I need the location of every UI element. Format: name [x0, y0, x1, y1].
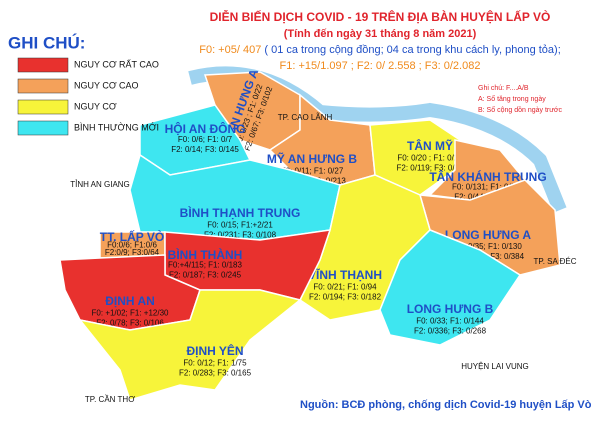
region-name: TÂN MỸ: [407, 138, 453, 153]
region-name: BÌNH THẠNH TRUNG: [180, 205, 301, 220]
region-name: ĐỊNH YÊN: [186, 343, 243, 358]
region-stat: F2: 0/119; F3: 0/90: [396, 164, 464, 173]
region: [379, 229, 522, 346]
region-stat: F0: 0/15; F1:+2/21: [207, 221, 273, 230]
legend-label: BÌNH THƯỜNG MỚI: [74, 122, 159, 132]
note-title: Ghi chú: F....A/B: [478, 85, 529, 92]
region-name: BÌNH THÀNH: [168, 247, 243, 262]
surrounding-label: TP. CAO LÃNH: [278, 113, 333, 122]
region-name: LONG HƯNG A: [445, 228, 532, 242]
region-stat: F0: 0/20 ; F1: 0/25: [397, 154, 463, 163]
region-stat: F2: 0/14; F3: 0/145: [171, 145, 239, 154]
region-name: HỘI AN ĐÔNG: [165, 121, 246, 136]
region-stat: F0: 0/6; F1: 0/7: [178, 135, 233, 144]
region-stat: F2: 0/78; F3: 0/106: [96, 319, 164, 328]
legend-swatch: [17, 120, 69, 136]
surrounding-label: TP. CẦN THƠ: [85, 394, 135, 404]
source: Nguồn: BCĐ phòng, chống dịch Covid-19 hu…: [300, 399, 592, 411]
region-stat: F0: +1/02; F1: +12/30: [92, 309, 169, 318]
region-stat: F0: 0/35; F1: 0/130: [454, 242, 522, 251]
region-stat: F0: 0/131; F1: 0/298: [452, 182, 525, 191]
region-stat: F0:0/6; F1:0/6: [107, 241, 157, 250]
summary-f0: F0: +05/ 407 ( 01 ca trong cộng đồng; 04…: [199, 44, 561, 56]
legend-label: NGUY CƠ CAO: [74, 80, 139, 90]
legend-label: NGUY CƠ: [74, 101, 117, 111]
region-stat: F2: 0/194; F3: 0/182: [309, 293, 382, 302]
f0: F0: +05/ 407: [199, 44, 261, 56]
region-stat: F2: 0/231; F3: 0/108: [204, 231, 277, 240]
f0-detail: ( 01 ca trong cộng đồng; 04 ca trong khu…: [264, 44, 560, 56]
summary-others: F1: +15/1.097 ; F2: 0/ 2.558 ; F3: 0/2.0…: [280, 60, 481, 72]
region-stat: F0: 0/33; F1: 0/144: [416, 317, 484, 326]
note-b: B: Số cộng dồn ngày trước: [478, 105, 562, 114]
region-name: TÂN KHÁNH TRUNG: [429, 169, 546, 184]
legend-title: GHI CHÚ:: [8, 33, 85, 52]
region-name: VĨNH THẠNH: [308, 267, 382, 282]
date: (Tính đến ngày 31 tháng 8 năm 2021): [284, 28, 477, 40]
legend-swatch: [17, 78, 69, 94]
region-name: ĐỊNH AN: [105, 294, 155, 308]
region-name: LONG HƯNG B: [407, 302, 494, 316]
region-stat: F0:+4/115; F1: 0/183: [168, 260, 242, 269]
title: DIỄN BIẾN DỊCH COVID - 19 TRÊN ĐỊA BÀN H…: [210, 9, 551, 24]
legend-swatch: [17, 57, 69, 73]
region-stat: F2: 0/283; F3: 0/165: [179, 369, 252, 378]
region-stat: F0: 0/21; F1: 0/94: [313, 283, 377, 292]
region-stat: F2: 0/187; F3: 0/245: [169, 270, 242, 279]
legend-label: NGUY CƠ RẤT CAO: [74, 59, 159, 69]
surrounding-label: HUYỆN LAI VUNG: [461, 362, 529, 371]
legend-swatch: [17, 99, 69, 115]
region-stat: F0: 0/11; F1: 0/27: [281, 167, 344, 176]
region-name: MỸ AN HƯNG B: [267, 151, 358, 166]
region-name: TT. LẤP VÒ: [100, 229, 164, 244]
region-stat: F0: 0/12; F1: 1/75: [183, 359, 247, 368]
region: [78, 289, 302, 401]
surrounding-label: TỈNH AN GIANG: [70, 180, 130, 189]
region-stat: F2:0/9; F3:0/64: [105, 248, 160, 257]
surrounding-label: TP. SA ĐÉC: [534, 257, 577, 266]
region-stat: F2: 0/336; F3: 0/268: [414, 327, 487, 336]
note-a: A: Số tăng trong ngày: [478, 94, 546, 103]
